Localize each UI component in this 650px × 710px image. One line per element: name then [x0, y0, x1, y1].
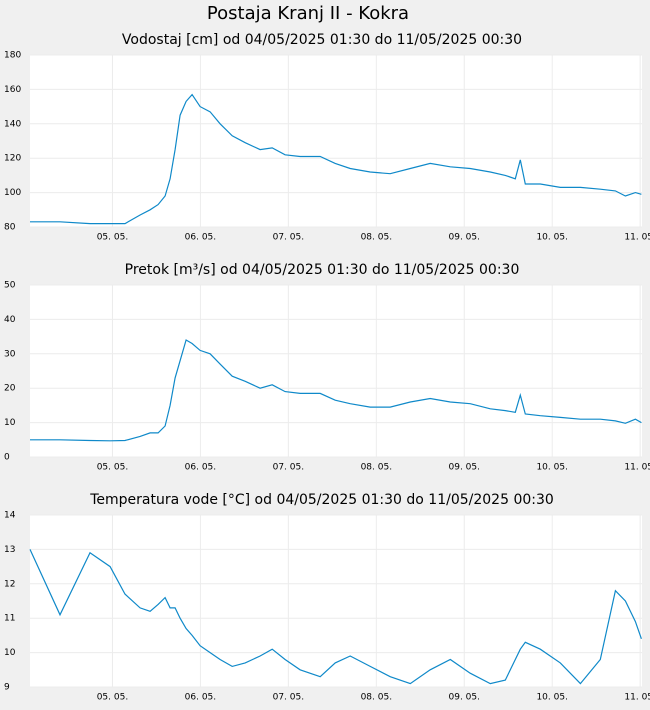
y-tick-label: 30 [4, 349, 16, 359]
plot-area [30, 515, 642, 687]
y-tick-label: 140 [4, 119, 21, 129]
x-tick-label: 11. 05. [624, 233, 650, 243]
x-tick-label: 08. 05. [361, 693, 393, 703]
plot-area [30, 285, 642, 457]
x-tick-label: 06. 05. [185, 463, 217, 473]
y-tick-label: 12 [4, 579, 15, 589]
y-tick-label: 11 [4, 614, 15, 624]
x-tick-label: 05. 05. [97, 463, 129, 473]
x-tick-label: 09. 05. [449, 233, 481, 243]
data-line [30, 93, 642, 225]
y-tick-label: 120 [4, 154, 21, 164]
x-tick-label: 06. 05. [185, 233, 217, 243]
y-tick-label: 13 [4, 545, 15, 555]
y-tick-label: 0 [4, 453, 10, 463]
x-tick-label: 10. 05. [536, 233, 568, 243]
x-tick-label: 09. 05. [449, 463, 481, 473]
x-tick-label: 06. 05. [185, 693, 217, 703]
x-tick-label: 05. 05. [97, 233, 129, 243]
y-tick-label: 20 [4, 384, 16, 394]
y-tick-label: 9 [4, 683, 10, 693]
plot-area [30, 55, 642, 227]
y-tick-label: 160 [4, 85, 21, 95]
x-tick-label: 10. 05. [536, 693, 568, 703]
y-tick-label: 50 [4, 281, 16, 291]
y-tick-label: 10 [4, 648, 16, 658]
x-tick-label: 09. 05. [449, 693, 481, 703]
y-tick-label: 14 [4, 511, 16, 521]
y-tick-label: 80 [4, 223, 16, 233]
y-tick-label: 100 [4, 188, 21, 198]
x-tick-label: 10. 05. [536, 463, 568, 473]
x-tick-label: 07. 05. [273, 693, 305, 703]
y-tick-label: 40 [4, 315, 16, 325]
chart-title: Vodostaj [cm] od 04/05/2025 01:30 do 11/… [122, 32, 522, 48]
x-tick-label: 11. 05. [624, 693, 650, 703]
y-tick-label: 10 [4, 418, 16, 428]
x-tick-label: 07. 05. [273, 233, 305, 243]
data-line [29, 549, 642, 685]
y-tick-label: 180 [4, 51, 21, 61]
page-title: Postaja Kranj II - Kokra [207, 3, 409, 24]
chart-title: Temperatura vode [°C] od 04/05/2025 01:3… [89, 492, 554, 508]
x-tick-label: 08. 05. [361, 233, 393, 243]
x-tick-label: 05. 05. [97, 693, 129, 703]
data-line [30, 339, 642, 442]
x-tick-label: 07. 05. [273, 463, 305, 473]
x-tick-label: 11. 05. [624, 463, 650, 473]
chart-title: Pretok [m³/s] od 04/05/2025 01:30 do 11/… [125, 262, 520, 278]
x-tick-label: 08. 05. [361, 463, 393, 473]
